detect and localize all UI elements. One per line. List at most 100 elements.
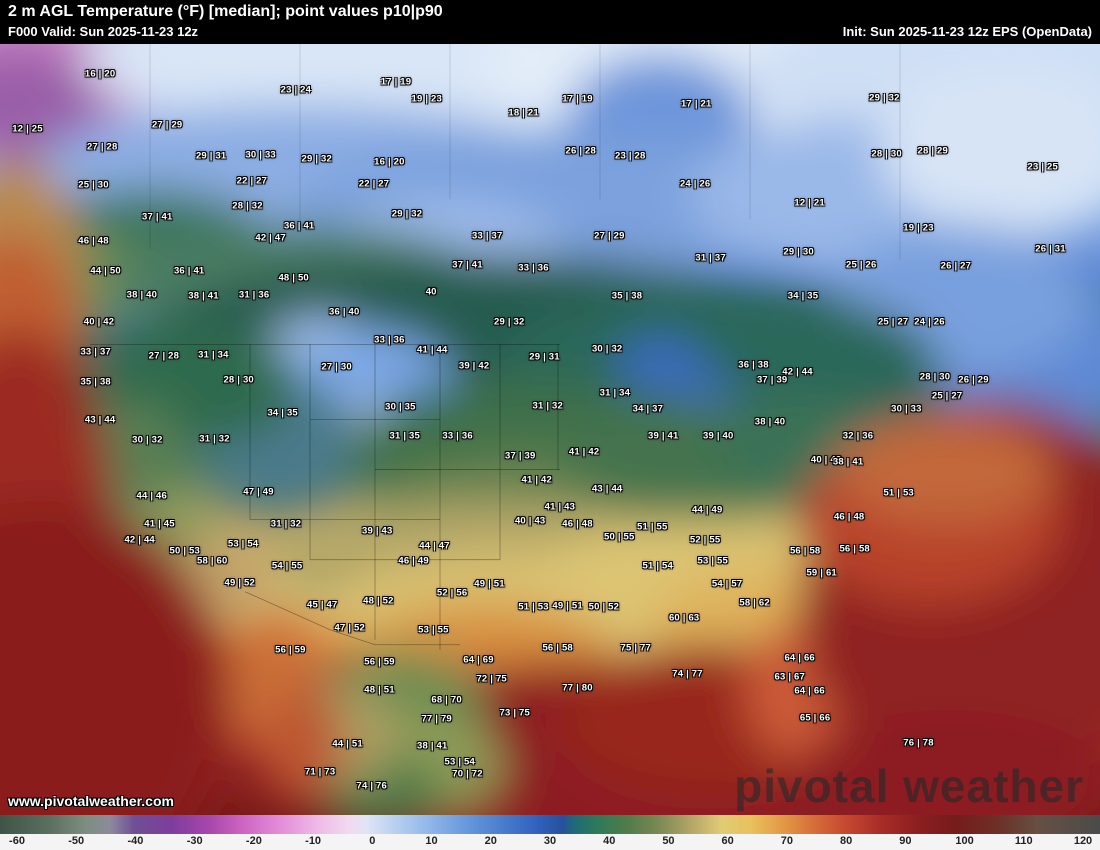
- point-value: 53 | 55: [418, 624, 449, 636]
- point-value: 12 | 21: [794, 197, 825, 209]
- point-value: 50 | 52: [588, 601, 620, 613]
- point-value: 56 | 58: [542, 642, 573, 654]
- point-value: 41 | 44: [417, 344, 448, 356]
- point-value: 64 | 66: [784, 652, 815, 664]
- point-value: 64 | 66: [794, 685, 825, 697]
- point-value: 56 | 58: [789, 545, 821, 557]
- point-value: 46 | 48: [78, 235, 109, 247]
- point-value: 48 | 50: [278, 272, 309, 284]
- point-value: 28 | 32: [232, 200, 263, 212]
- point-value: 32 | 36: [842, 430, 874, 442]
- point-value: 19 | 23: [411, 93, 443, 105]
- point-value: 28 | 29: [917, 145, 949, 157]
- point-value: 17 | 21: [681, 98, 712, 110]
- point-value: 46 | 48: [833, 511, 865, 523]
- point-value: 33 | 36: [518, 262, 549, 274]
- point-value: 74 | 77: [672, 668, 703, 680]
- valid-time: F000 Valid: Sun 2025-11-23 12z: [8, 24, 199, 39]
- point-value: 33 | 37: [80, 346, 111, 358]
- point-value: 25 | 27: [931, 390, 963, 402]
- colorbar-tick-label: 90: [899, 835, 912, 847]
- point-value: 51 | 53: [518, 601, 549, 613]
- point-value: 33 | 37: [472, 230, 503, 242]
- point-value: 30 | 35: [385, 401, 416, 413]
- point-value: 26 | 29: [958, 374, 989, 386]
- point-value: 68 | 70: [431, 694, 462, 706]
- point-value: 31 | 37: [695, 252, 726, 264]
- point-value: 56 | 59: [275, 644, 306, 656]
- point-value: 24 | 26: [679, 178, 711, 190]
- point-value: 29 | 32: [869, 92, 900, 104]
- colorbar-tick-label: 0: [369, 835, 376, 847]
- point-value: 12 | 25: [12, 123, 43, 135]
- point-value: 40 | 42: [83, 316, 115, 328]
- point-value: 38 | 41: [188, 290, 219, 302]
- point-value: 77 | 80: [562, 682, 593, 694]
- point-value: 18 | 21: [508, 107, 539, 119]
- point-value: 42 | 44: [124, 534, 155, 546]
- point-value: 25 | 27: [877, 316, 909, 328]
- point-value: 38 | 41: [832, 456, 864, 468]
- point-value: 37 | 39: [756, 374, 788, 386]
- point-value: 49 | 52: [224, 577, 256, 589]
- point-value: 47 | 52: [334, 622, 366, 634]
- point-value: 16 | 20: [374, 156, 405, 168]
- point-value: 33 | 36: [374, 334, 405, 346]
- point-value: 26 | 28: [565, 145, 597, 157]
- colorbar-tick-label: 70: [780, 835, 793, 847]
- colorbar-tick-label: 110: [1014, 835, 1033, 847]
- point-value: 71 | 73: [304, 766, 336, 778]
- point-value: 35 | 38: [611, 290, 643, 302]
- point-value: 24 | 26: [914, 316, 945, 328]
- point-value: 31 | 32: [532, 400, 564, 412]
- point-value: 51 | 54: [642, 560, 674, 572]
- map-header: 2 m AGL Temperature (°F) [median]; point…: [0, 0, 1100, 44]
- colorbar-tick-label: 100: [955, 835, 974, 847]
- point-values-layer: 16 | 20 23 | 24 17 | 19 19 | 23 18 | 21 17 | …: [0, 44, 1100, 815]
- colorbar: -60 -50 -40 -30 -20 -10 0 10 20 30 40 50 60 70 80 90 100…: [0, 815, 1100, 850]
- point-value: 40 | 43: [514, 515, 546, 527]
- point-value: 30 | 32: [591, 343, 623, 355]
- point-value: 42 | 44: [782, 366, 813, 378]
- colorbar-gradient: [0, 815, 1100, 834]
- graticule-lines: [149, 44, 901, 260]
- point-value: 30 | 33: [891, 403, 922, 415]
- point-value: 38 | 40: [126, 289, 158, 301]
- point-value: 33 | 36: [442, 430, 473, 442]
- map-canvas[interactable]: 16 | 20 23 | 24 17 | 19 19 | 23 18 | 21 17 | …: [0, 44, 1100, 815]
- point-value: 44 | 46: [136, 490, 168, 502]
- point-value: 42 | 47: [255, 232, 286, 244]
- point-value: 60 | 63: [668, 612, 700, 624]
- point-value: 46 | 49: [398, 555, 429, 567]
- point-value: 58 | 62: [739, 597, 770, 609]
- point-value: 17 | 19: [562, 93, 593, 105]
- point-value: 75 | 77: [620, 642, 652, 654]
- point-value: 37 | 39: [505, 450, 536, 462]
- point-value: 28 | 30: [871, 148, 902, 160]
- point-value: 44 | 49: [692, 504, 723, 516]
- point-value: 51 | 55: [637, 521, 668, 533]
- point-value: 43 | 44: [591, 483, 623, 495]
- point-value: 56 | 59: [364, 656, 395, 668]
- colorbar-tick-label: -50: [68, 835, 85, 847]
- init-time: Init: Sun 2025-11-23 12z EPS (OpenData): [842, 24, 1092, 39]
- point-value: 29 | 31: [529, 351, 560, 363]
- colorbar-tick-label: 20: [484, 835, 497, 847]
- point-value: 22 | 27: [236, 175, 268, 187]
- point-value: 36 | 40: [329, 306, 360, 318]
- point-value: 39 | 43: [362, 525, 393, 536]
- temperature-field: [0, 44, 1100, 815]
- point-value: 70 | 72: [452, 768, 483, 780]
- point-value: 48 | 52: [363, 595, 394, 607]
- point-value: 40: [425, 286, 437, 298]
- point-value: 40 | 42: [810, 454, 842, 466]
- colorbar-ticks: -60 -50 -40 -30 -20 -10 0 10 20 30 40 50 60 70 80 90 100…: [9, 834, 1092, 850]
- colorbar-tick-label: -30: [186, 835, 203, 847]
- point-value: 44 | 51: [332, 738, 363, 750]
- point-value: 65 | 66: [799, 712, 831, 724]
- point-value: 41 | 42: [568, 446, 600, 458]
- point-value: 38 | 40: [754, 416, 786, 428]
- point-value: 37 | 41: [452, 259, 483, 270]
- point-value: 52 | 55: [689, 534, 721, 546]
